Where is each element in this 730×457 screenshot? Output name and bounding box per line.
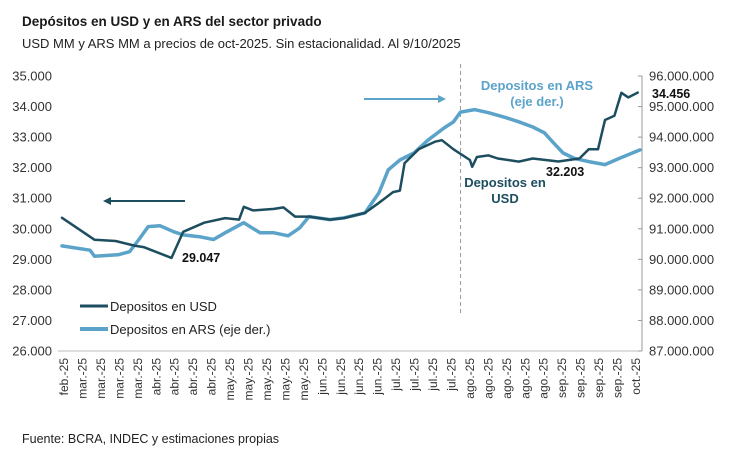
x-tick-label: jun.-25 xyxy=(352,358,366,396)
x-tick-label: may.-25 xyxy=(223,358,237,401)
y-left-tick-label: 29.000 xyxy=(12,252,52,267)
y-left-tick-label: 31.000 xyxy=(12,191,52,206)
x-tick-label: abr.-25 xyxy=(205,358,219,396)
x-tick-label: mar.-25 xyxy=(112,358,126,399)
x-tick-label: mar.-25 xyxy=(131,358,145,399)
y-left-tick-label: 26.000 xyxy=(12,344,52,359)
x-tick-label: sep.-25 xyxy=(574,358,588,398)
series-line-usd xyxy=(60,91,639,260)
x-tick-label: ago.-25 xyxy=(463,358,477,399)
y-right-tick-label: 96.000.000 xyxy=(649,69,714,84)
y-right-tick-label: 92.000.000 xyxy=(649,191,714,206)
y-right-tick-label: 95.000.000 xyxy=(649,99,714,114)
y-right-tick-label: 90.000.000 xyxy=(649,252,714,267)
chart-title: Depósitos en USD y en ARS del sector pri… xyxy=(22,14,322,29)
y-right-tick-label: 89.000.000 xyxy=(649,282,714,297)
x-tick-label: feb.-25 xyxy=(57,358,71,396)
x-tick-label: may.-25 xyxy=(260,358,274,401)
y-left-tick-label: 30.000 xyxy=(12,221,52,236)
annotation-ars-label: Depositos en ARS xyxy=(481,78,594,93)
annotation-usd-last: 34.456 xyxy=(652,87,690,101)
source-note: Fuente: BCRA, INDEC y estimaciones propi… xyxy=(22,432,280,446)
x-tick-label: may.-25 xyxy=(242,358,256,401)
x-tick-label: jul.-25 xyxy=(389,358,403,392)
x-tick-label: may.-25 xyxy=(297,358,311,401)
annotation-usd-min: 29.047 xyxy=(182,251,220,265)
y-left-tick-label: 34.000 xyxy=(12,99,52,114)
y-left-tick-label: 27.000 xyxy=(12,313,52,328)
x-tick-label: abr.-25 xyxy=(186,358,200,396)
x-tick-label: abr.-25 xyxy=(168,358,182,396)
x-tick-label: jul.-25 xyxy=(444,358,458,392)
x-tick-label: sep.-25 xyxy=(611,358,625,398)
annotation-usd-label: Depositos en xyxy=(464,175,546,190)
y-left-tick-label: 35.000 xyxy=(12,69,52,84)
y-left-tick-label: 32.000 xyxy=(12,160,52,175)
y-right-tick-label: 87.000.000 xyxy=(649,344,714,359)
legend-label-usd: Depositos en USD xyxy=(110,299,217,314)
legend-label-ars: Depositos en ARS (eje der.) xyxy=(110,322,270,337)
x-tick-label: jun.-25 xyxy=(371,358,385,396)
x-tick-label: ago.-25 xyxy=(537,358,551,399)
y-right-tick-label: 94.000.000 xyxy=(649,130,714,145)
x-tick-label: jul.-25 xyxy=(426,358,440,392)
y-right-tick-label: 91.000.000 xyxy=(649,221,714,236)
x-tick-label: sep.-25 xyxy=(592,358,606,398)
series-line-ars xyxy=(60,107,642,259)
x-tick-label: jul.-25 xyxy=(408,358,422,392)
y-left-tick-label: 33.000 xyxy=(12,130,52,145)
x-tick-label: jun.-25 xyxy=(334,358,348,396)
x-tick-label: ago.-25 xyxy=(518,358,532,399)
annotation-usd-label-2: USD xyxy=(491,191,518,206)
x-tick-label: mar.-25 xyxy=(94,358,108,399)
x-tick-label: jun.-25 xyxy=(315,358,329,396)
y-right-tick-label: 88.000.000 xyxy=(649,313,714,328)
x-tick-label: ago.-25 xyxy=(500,358,514,399)
chart-subtitle: USD MM y ARS MM a precios de oct-2025. S… xyxy=(22,36,461,51)
x-tick-label: ago.-25 xyxy=(481,358,495,399)
left-arrow-head xyxy=(103,197,111,205)
x-tick-label: oct.-25 xyxy=(629,358,643,395)
annotation-usd-sep: 32.203 xyxy=(546,165,584,179)
y-right-tick-label: 93.000.000 xyxy=(649,160,714,175)
y-left-tick-label: 28.000 xyxy=(12,282,52,297)
x-tick-label: abr.-25 xyxy=(149,358,163,396)
x-tick-label: sep.-25 xyxy=(555,358,569,398)
x-tick-label: mar.-25 xyxy=(75,358,89,399)
annotation-ars-label-2: (eje der.) xyxy=(510,94,563,109)
right-arrow-head xyxy=(438,95,446,103)
x-tick-label: may.-25 xyxy=(278,358,292,401)
